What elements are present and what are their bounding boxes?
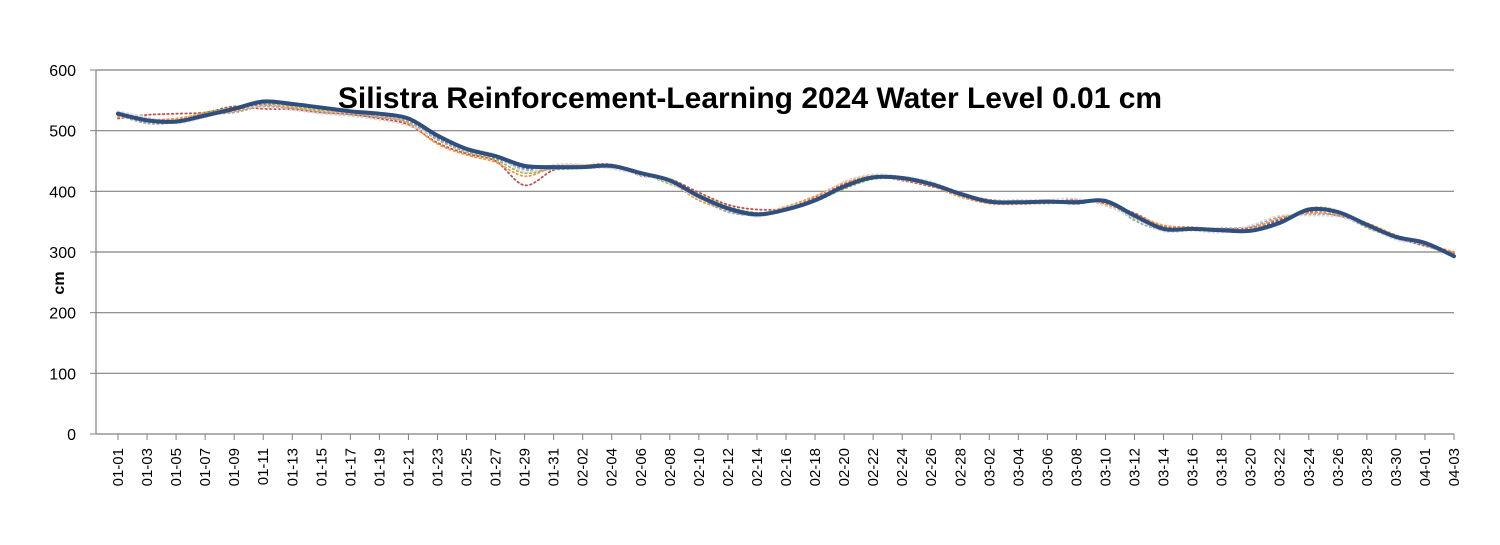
x-tick-label: 03-04 — [1010, 448, 1027, 486]
x-tick-label: 03-16 — [1185, 448, 1202, 486]
y-axis-label: cm — [51, 271, 68, 294]
x-tick-label: 02-14 — [749, 448, 766, 486]
x-tick-label: 02-02 — [575, 448, 592, 486]
x-tick-label: 01-01 — [110, 448, 127, 486]
y-tick-labels: 0 100 200 300 400 500 600 — [49, 63, 76, 444]
x-tick-label: 03-06 — [1039, 448, 1056, 486]
series-line-5 — [117, 105, 1455, 258]
chart-title: Silistra Reinforcement-Learning 2024 Wat… — [338, 82, 1162, 115]
x-tick-label: 03-12 — [1127, 448, 1144, 486]
x-tick-label: 03-26 — [1330, 448, 1347, 486]
x-tick-label: 01-29 — [517, 448, 534, 486]
x-tick-label: 03-10 — [1097, 448, 1114, 486]
x-tick-labels: 01-01 01-03 01-05 01-07 01-09 01-11 01-13 01-15… — [110, 448, 1463, 486]
x-tick-label: 02-12 — [720, 448, 737, 486]
y-tick-label: 100 — [49, 366, 76, 383]
x-tick-label: 02-04 — [604, 448, 621, 486]
x-tick-label: 04-01 — [1417, 448, 1434, 486]
x-tick-label: 01-31 — [546, 448, 563, 486]
x-tick-label: 02-28 — [952, 448, 969, 486]
x-tick-label: 01-25 — [459, 448, 476, 486]
x-tick-label: 03-18 — [1214, 448, 1231, 486]
x-tick-label: 02-10 — [691, 448, 708, 486]
x-tick-label: 02-24 — [894, 448, 911, 486]
x-tick-label: 03-08 — [1068, 448, 1085, 486]
axes — [90, 69, 1455, 440]
series-lines — [116, 99, 1456, 259]
x-tick-label: 01-07 — [197, 448, 214, 486]
x-tick-label: 01-23 — [429, 448, 446, 486]
x-tick-label: 03-20 — [1243, 448, 1260, 486]
x-tick-label: 02-26 — [923, 448, 940, 486]
x-tick-label: 01-13 — [284, 448, 301, 486]
x-tick-label: 01-19 — [371, 448, 388, 486]
y-tick-label: 200 — [49, 306, 76, 323]
x-tick-label: 04-03 — [1446, 448, 1463, 486]
gridlines — [96, 69, 1454, 374]
x-tick-label: 03-28 — [1359, 448, 1376, 486]
x-tick-label: 02-06 — [633, 448, 650, 486]
x-tick-label: 03-22 — [1272, 448, 1289, 486]
x-tick-label: 02-08 — [662, 448, 679, 486]
x-tick-label: 02-18 — [807, 448, 824, 486]
x-tick-label: 01-03 — [139, 448, 156, 486]
y-tick-label: 0 — [67, 427, 76, 444]
y-tick-label: 500 — [49, 124, 76, 141]
y-tick-label: 300 — [49, 245, 76, 262]
series-line-3 — [117, 101, 1455, 257]
x-tick-label: 02-22 — [865, 448, 882, 486]
x-tick-label: 01-11 — [255, 448, 272, 485]
x-tick-label: 03-30 — [1388, 448, 1405, 486]
y-tick-label: 600 — [49, 63, 76, 80]
series-line-0 — [116, 99, 1456, 259]
x-tick-label: 03-24 — [1301, 448, 1318, 486]
x-tick-label: 01-27 — [488, 448, 505, 486]
x-tick-label: 01-09 — [226, 448, 243, 486]
x-tick-label: 03-14 — [1156, 448, 1173, 486]
x-tick-label: 03-02 — [981, 448, 998, 486]
x-tick-label: 01-05 — [168, 448, 185, 486]
x-tick-label: 01-21 — [400, 448, 417, 486]
x-tick-label: 02-16 — [778, 448, 795, 486]
x-tick-label: 02-20 — [836, 448, 853, 486]
y-tick-label: 400 — [49, 184, 76, 201]
x-tick-label: 01-15 — [313, 448, 330, 486]
x-tick-label: 01-17 — [342, 448, 359, 486]
